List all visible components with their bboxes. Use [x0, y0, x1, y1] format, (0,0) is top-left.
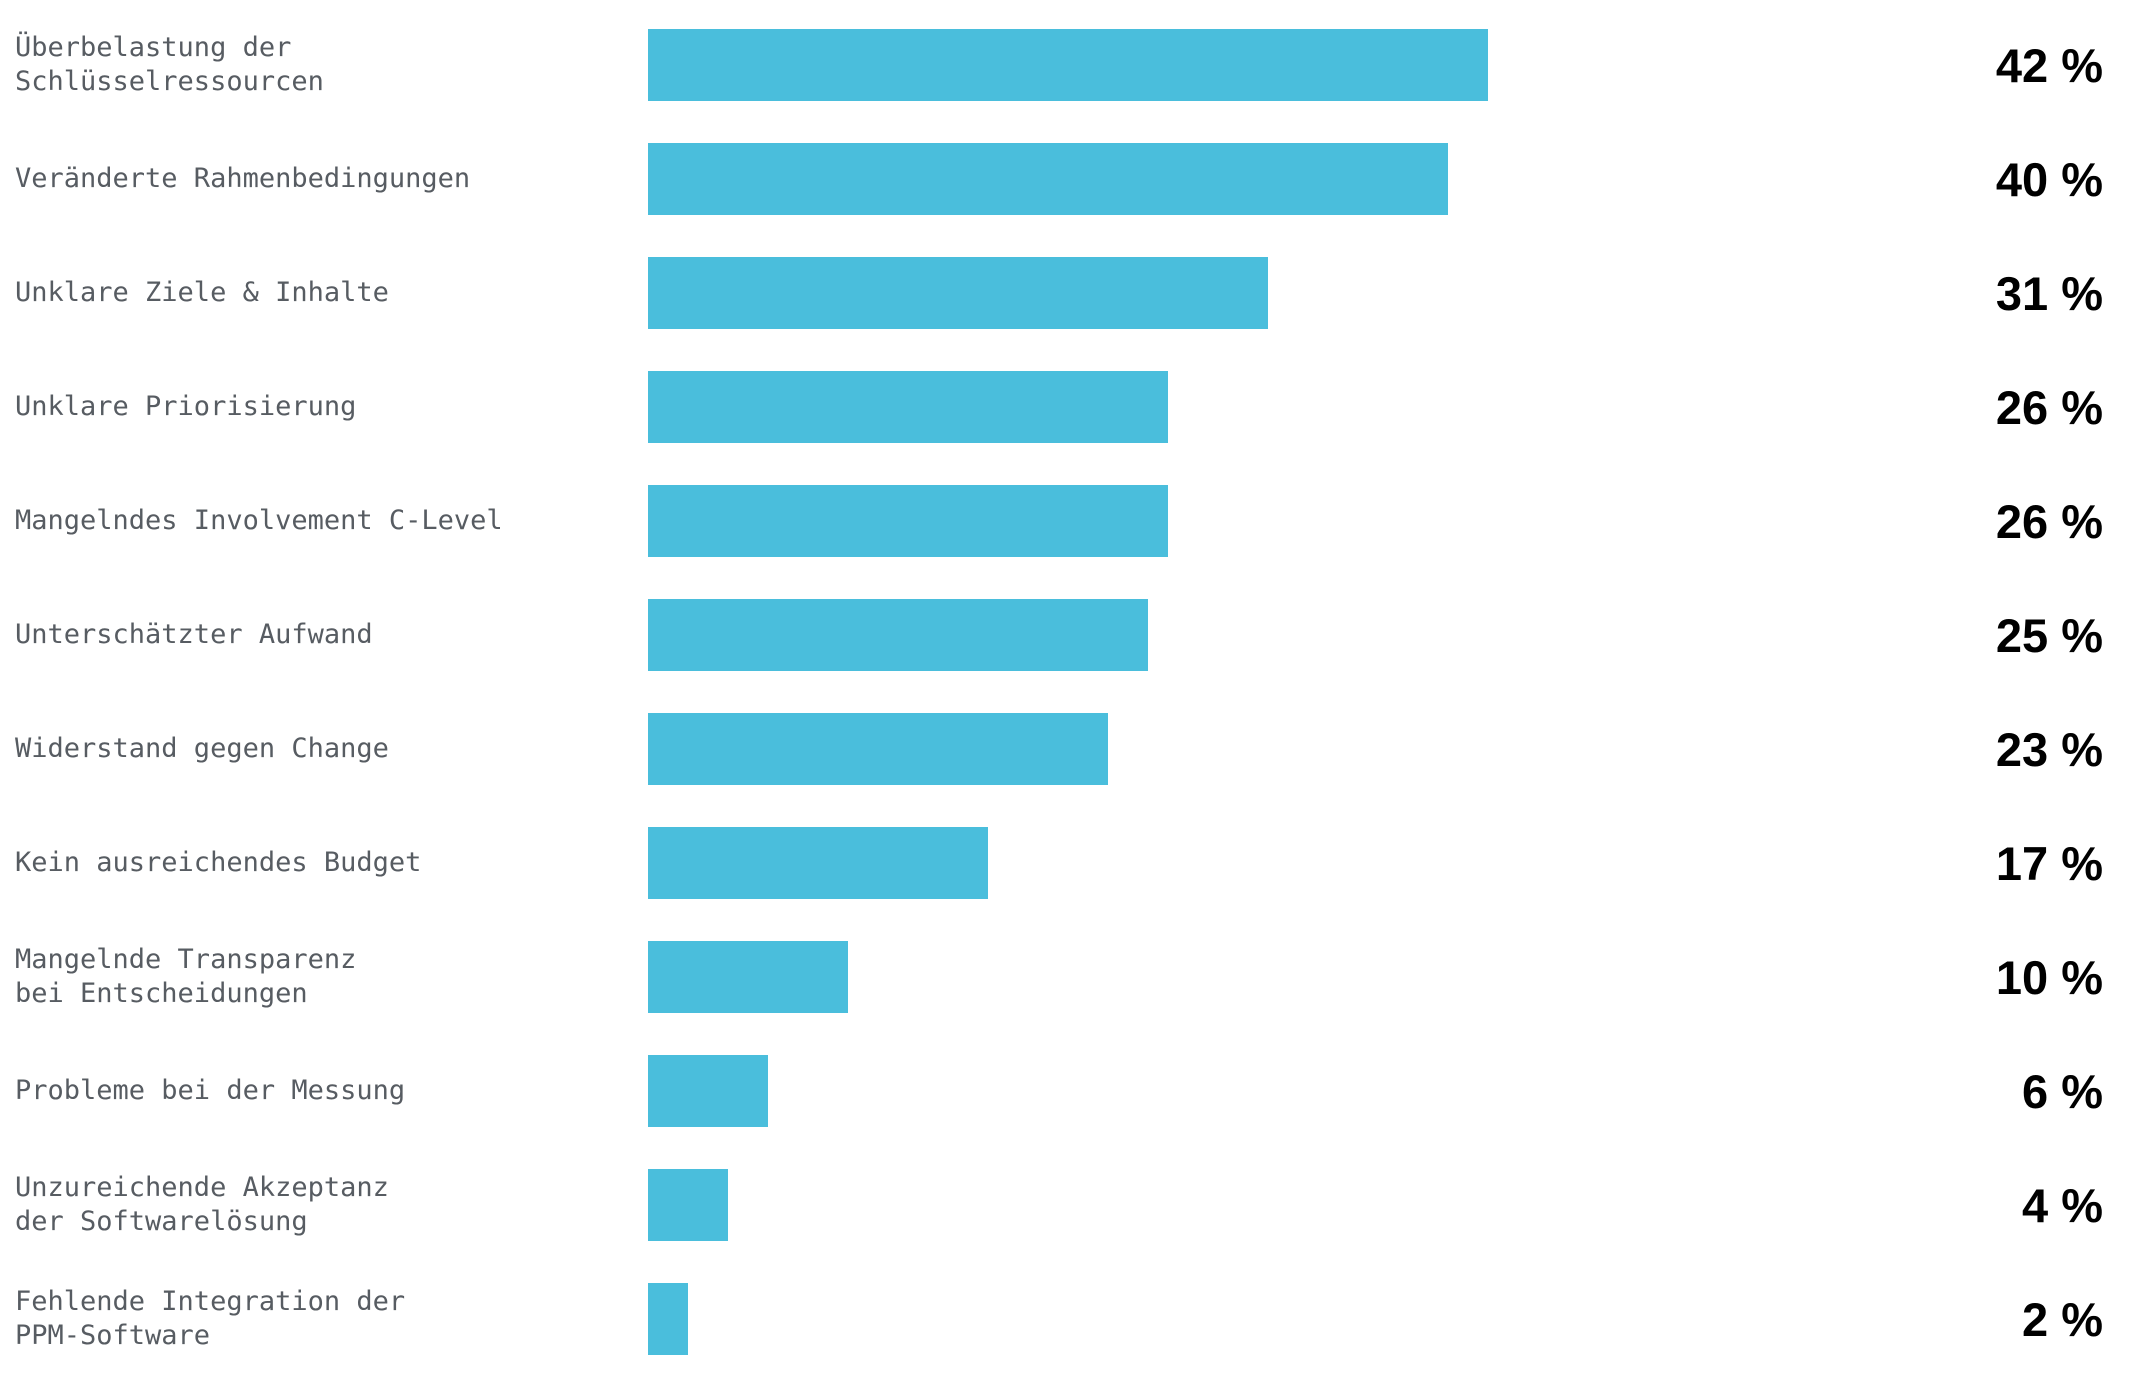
bar — [648, 827, 988, 899]
category-label: Fehlende Integration der PPM-Software — [15, 1286, 406, 1351]
table-row: Überbelastung der Schlüsselressourcen 42… — [0, 8, 2153, 122]
bar-track — [648, 941, 1488, 1013]
bar-track — [648, 257, 1488, 329]
value-label: 4 % — [2022, 1178, 2103, 1232]
value-label: 26 % — [1995, 380, 2103, 434]
value-label: 25 % — [1995, 608, 2103, 662]
bar — [648, 1283, 688, 1355]
value-label: 40 % — [1995, 152, 2103, 206]
value-label: 26 % — [1995, 494, 2103, 548]
bar — [648, 371, 1168, 443]
bar — [648, 599, 1148, 671]
bar-track — [648, 599, 1488, 671]
bar-track — [648, 1055, 1488, 1127]
bar — [648, 1055, 768, 1127]
table-row: Unzureichende Akzeptanz der Softwarelösu… — [0, 1148, 2153, 1262]
category-label: Mangelndes Involvement C-Level — [15, 505, 503, 536]
bar — [648, 941, 848, 1013]
category-label: Unterschätzter Aufwand — [15, 619, 373, 650]
bar-track — [648, 29, 1488, 101]
category-label: Überbelastung der Schlüsselressourcen — [15, 32, 324, 97]
value-label: 2 % — [2022, 1292, 2103, 1346]
bar — [648, 485, 1168, 557]
bar-track — [648, 485, 1488, 557]
category-label: Veränderte Rahmenbedingungen — [15, 163, 471, 194]
bar-track — [648, 713, 1488, 785]
value-label: 10 % — [1995, 950, 2103, 1004]
table-row: Unklare Priorisierung 26 % — [0, 350, 2153, 464]
table-row: Mangelndes Involvement C-Level 26 % — [0, 464, 2153, 578]
table-row: Unklare Ziele & Inhalte 31 % — [0, 236, 2153, 350]
bar — [648, 1169, 728, 1241]
category-label: Unklare Ziele & Inhalte — [15, 277, 389, 308]
bar-track — [648, 1283, 1488, 1355]
bar-track — [648, 143, 1488, 215]
category-label: Probleme bei der Messung — [15, 1075, 406, 1106]
category-label: Mangelnde Transparenz bei Entscheidungen — [15, 944, 357, 1009]
table-row: Fehlende Integration der PPM-Software 2 … — [0, 1262, 2153, 1376]
table-row: Mangelnde Transparenz bei Entscheidungen… — [0, 920, 2153, 1034]
bar-track — [648, 827, 1488, 899]
bar-track — [648, 371, 1488, 443]
table-row: Unterschätzter Aufwand 25 % — [0, 578, 2153, 692]
category-label: Widerstand gegen Change — [15, 733, 389, 764]
value-label: 42 % — [1995, 38, 2103, 92]
category-label: Kein ausreichendes Budget — [15, 847, 422, 878]
value-label: 6 % — [2022, 1064, 2103, 1118]
category-label: Unzureichende Akzeptanz der Softwarelösu… — [15, 1172, 389, 1237]
bar — [648, 257, 1268, 329]
table-row: Kein ausreichendes Budget 17 % — [0, 806, 2153, 920]
bar — [648, 143, 1448, 215]
value-label: 17 % — [1995, 836, 2103, 890]
bar — [648, 29, 1488, 101]
bar — [648, 713, 1108, 785]
value-label: 31 % — [1995, 266, 2103, 320]
table-row: Veränderte Rahmenbedingungen 40 % — [0, 122, 2153, 236]
value-label: 23 % — [1995, 722, 2103, 776]
bar-track — [648, 1169, 1488, 1241]
table-row: Widerstand gegen Change 23 % — [0, 692, 2153, 806]
category-label: Unklare Priorisierung — [15, 391, 357, 422]
table-row: Probleme bei der Messung 6 % — [0, 1034, 2153, 1148]
